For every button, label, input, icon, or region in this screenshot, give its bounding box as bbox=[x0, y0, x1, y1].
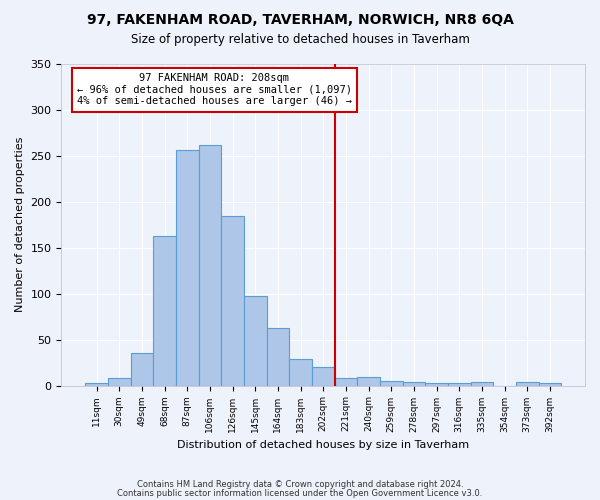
Bar bbox=[335, 378, 357, 386]
Bar bbox=[539, 383, 561, 386]
Bar bbox=[470, 382, 493, 386]
Text: Size of property relative to detached houses in Taverham: Size of property relative to detached ho… bbox=[131, 32, 469, 46]
Text: 97 FAKENHAM ROAD: 208sqm
← 96% of detached houses are smaller (1,097)
4% of semi: 97 FAKENHAM ROAD: 208sqm ← 96% of detach… bbox=[77, 73, 352, 106]
Bar bbox=[131, 354, 153, 386]
X-axis label: Distribution of detached houses by size in Taverham: Distribution of detached houses by size … bbox=[177, 440, 469, 450]
Bar bbox=[289, 359, 312, 386]
Bar bbox=[425, 383, 448, 386]
Bar bbox=[266, 328, 289, 386]
Text: Contains public sector information licensed under the Open Government Licence v3: Contains public sector information licen… bbox=[118, 488, 482, 498]
Bar bbox=[380, 381, 403, 386]
Bar bbox=[153, 236, 176, 386]
Bar bbox=[244, 296, 266, 386]
Y-axis label: Number of detached properties: Number of detached properties bbox=[15, 137, 25, 312]
Text: 97, FAKENHAM ROAD, TAVERHAM, NORWICH, NR8 6QA: 97, FAKENHAM ROAD, TAVERHAM, NORWICH, NR… bbox=[86, 12, 514, 26]
Bar bbox=[516, 382, 539, 386]
Bar bbox=[312, 367, 335, 386]
Bar bbox=[357, 378, 380, 386]
Bar bbox=[221, 216, 244, 386]
Bar bbox=[448, 383, 470, 386]
Bar bbox=[199, 145, 221, 386]
Bar bbox=[85, 383, 108, 386]
Bar bbox=[108, 378, 131, 386]
Bar bbox=[403, 382, 425, 386]
Text: Contains HM Land Registry data © Crown copyright and database right 2024.: Contains HM Land Registry data © Crown c… bbox=[137, 480, 463, 489]
Bar bbox=[176, 150, 199, 386]
